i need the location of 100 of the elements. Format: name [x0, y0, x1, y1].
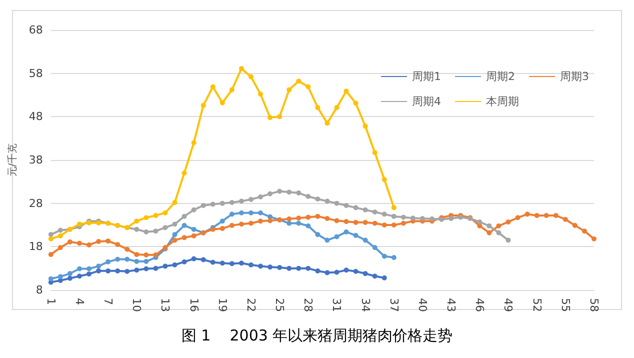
point: [162, 225, 168, 230]
point: [286, 87, 292, 92]
point: [258, 194, 264, 200]
point: [191, 140, 196, 146]
point: [144, 229, 149, 234]
point: [524, 212, 530, 217]
y-tick-label: 68: [28, 24, 43, 36]
point: [48, 276, 54, 282]
point: [353, 100, 358, 106]
point: [362, 207, 368, 212]
point: [506, 219, 511, 224]
point: [562, 216, 568, 222]
point: [172, 238, 178, 243]
point: [315, 214, 320, 219]
y-tick-label: 58: [28, 66, 43, 80]
x-tick-label: 4: [72, 298, 86, 305]
point: [382, 212, 387, 217]
point: [134, 268, 140, 273]
point: [191, 233, 196, 238]
point: [200, 257, 206, 262]
point: [400, 220, 406, 226]
point: [229, 87, 234, 92]
point: [162, 210, 168, 216]
point: [315, 196, 320, 202]
point: [124, 256, 130, 262]
x-tick-label: 1: [44, 298, 58, 305]
point: [296, 220, 302, 226]
x-tick-label: 46: [473, 298, 486, 312]
point: [67, 271, 72, 276]
point: [306, 266, 311, 271]
point: [238, 210, 244, 216]
point: [324, 216, 330, 221]
point: [372, 210, 378, 214]
point: [372, 274, 378, 279]
point: [286, 216, 292, 222]
point: [144, 266, 149, 272]
legend-label: 本周期: [486, 95, 520, 108]
point: [486, 230, 492, 236]
point: [362, 124, 368, 129]
point: [238, 260, 244, 266]
point: [353, 232, 358, 238]
point: [67, 239, 72, 244]
point: [286, 220, 292, 226]
x-tick-label: 52: [530, 298, 544, 312]
y-tick-label: 38: [28, 154, 43, 166]
point: [344, 203, 349, 208]
y-tick-label: 18: [28, 240, 43, 254]
point: [172, 262, 178, 268]
point: [182, 222, 187, 228]
point: [391, 255, 396, 260]
point: [420, 216, 425, 221]
point: [58, 233, 63, 238]
point: [334, 218, 340, 224]
point: [391, 214, 396, 219]
point: [334, 105, 340, 110]
point: [229, 222, 234, 228]
x-tick-label: 19: [216, 298, 229, 312]
point: [162, 264, 168, 269]
point: [115, 256, 120, 262]
point: [372, 245, 378, 250]
point: [124, 268, 130, 274]
point: [106, 259, 111, 264]
point: [344, 229, 349, 234]
point: [96, 264, 102, 269]
point: [268, 115, 273, 120]
point: [315, 232, 320, 238]
x-tick-label: 28: [302, 298, 315, 312]
point: [58, 245, 63, 250]
point: [296, 266, 302, 271]
point: [124, 246, 130, 252]
point: [486, 223, 492, 228]
point: [248, 210, 254, 216]
point: [391, 222, 396, 228]
point: [277, 264, 282, 270]
point: [48, 236, 54, 242]
point: [220, 200, 225, 206]
point: [191, 256, 196, 262]
point: [324, 270, 330, 276]
point: [296, 78, 302, 84]
point: [353, 205, 358, 210]
y-tick-label: 28: [28, 196, 43, 210]
point: [258, 210, 264, 216]
x-tick-label: 13: [158, 298, 172, 312]
point: [582, 228, 587, 234]
point: [372, 150, 378, 156]
point: [76, 274, 82, 279]
point: [344, 88, 349, 94]
legend-label: 周期4: [412, 95, 442, 108]
point: [382, 222, 387, 228]
point: [315, 268, 320, 274]
point: [210, 260, 216, 265]
point: [115, 268, 120, 274]
point: [153, 228, 158, 234]
point: [248, 74, 254, 80]
point: [220, 260, 225, 266]
point: [48, 232, 54, 238]
point: [353, 268, 358, 274]
point: [134, 252, 140, 257]
point: [58, 274, 63, 280]
x-tick-label: 37: [387, 298, 400, 312]
